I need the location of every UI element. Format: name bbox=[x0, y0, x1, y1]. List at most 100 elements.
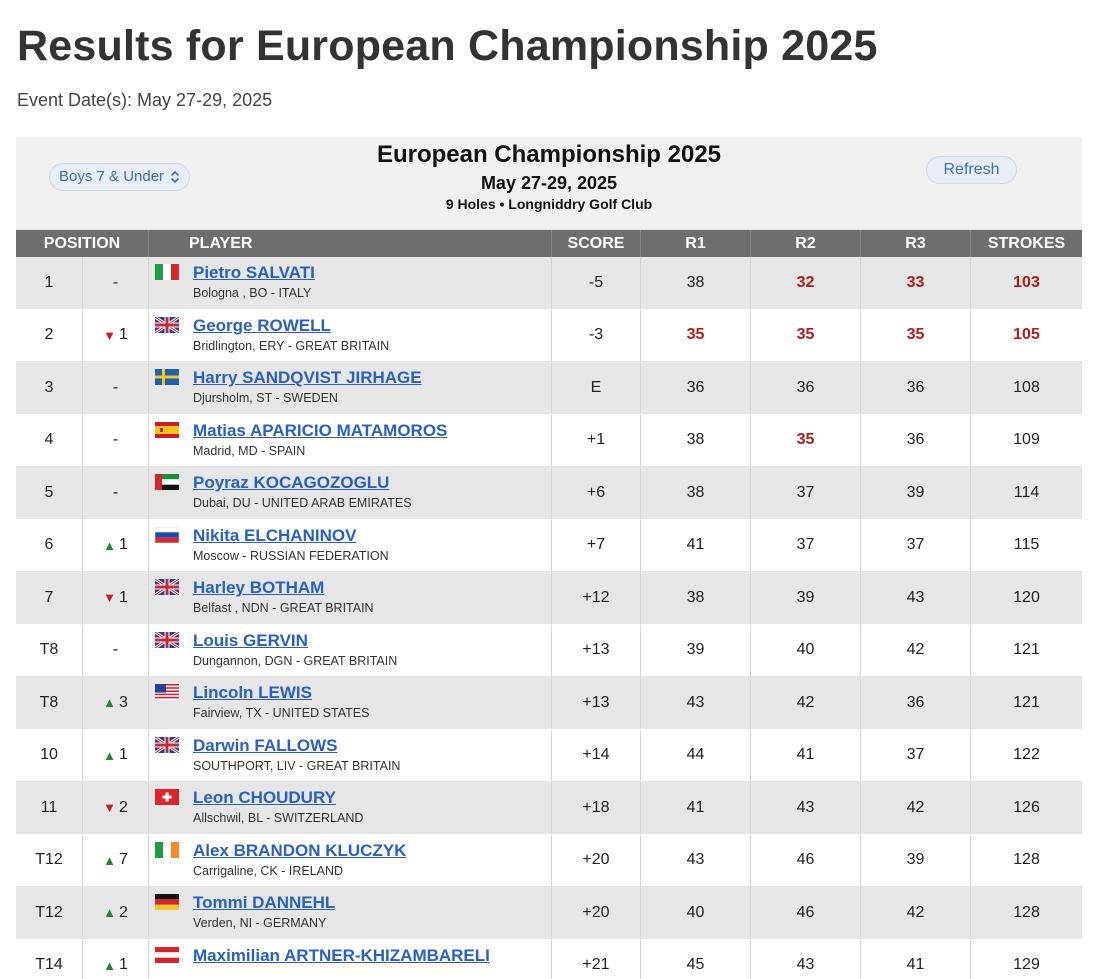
cell-position: 5 bbox=[16, 467, 83, 519]
player-location: Madrid, MD - SPAIN bbox=[193, 443, 306, 458]
cell-movement: ▼ 1 bbox=[83, 572, 149, 624]
move-up-icon: ▲ bbox=[103, 695, 116, 711]
cell-score: +1 bbox=[552, 414, 641, 466]
column-header-strokes: STROKES bbox=[987, 235, 1066, 252]
cell-r2: 35 bbox=[751, 414, 861, 466]
player-name-link[interactable]: Lincoln LEWIS bbox=[193, 683, 312, 702]
cell-strokes: 120 bbox=[1013, 588, 1040, 606]
russia-flag-icon bbox=[155, 526, 179, 543]
cell-r2: 43 bbox=[751, 939, 861, 979]
table-row: 2 ▼ 1 George ROWELL Bridlington, ERY - GREAT… bbox=[16, 309, 1082, 362]
player-name-link[interactable]: Harry SANDQVIST JIRHAGE bbox=[193, 368, 422, 387]
table-row: 3 - Harry SANDQVIST JIRHAGE Djursholm, ST -… bbox=[16, 362, 1082, 415]
cell-movement: ▲ 7 bbox=[83, 834, 149, 886]
column-header-r3: R3 bbox=[861, 230, 971, 257]
player-name-link[interactable]: Leon CHOUDURY bbox=[193, 788, 336, 807]
player-location: Verden, NI - GERMANY bbox=[193, 916, 327, 930]
position-change: - bbox=[112, 273, 119, 291]
united-states-flag-icon bbox=[155, 684, 179, 700]
position-change: - bbox=[112, 431, 119, 449]
cell-r1: 38 bbox=[641, 414, 751, 466]
player-name-link[interactable]: George ROWELL bbox=[193, 315, 331, 335]
player-name-link[interactable]: Poyraz KOCAGOZOGLU bbox=[193, 473, 390, 492]
cell-position: 2 bbox=[16, 309, 83, 361]
cell-score: +7 bbox=[552, 519, 641, 571]
cell-r2: 43 bbox=[751, 782, 861, 834]
germany-flag-icon bbox=[155, 894, 179, 910]
cell-strokes: 114 bbox=[1013, 483, 1040, 501]
position-change: 1 bbox=[118, 536, 128, 554]
player-name-link[interactable]: Darwin FALLOWS bbox=[193, 735, 338, 755]
sweden-flag-icon bbox=[155, 369, 179, 385]
cell-r1: 38 bbox=[641, 467, 751, 519]
player-location: SOUTHPORT, LIV - GREAT BRITAIN bbox=[193, 758, 401, 773]
cell-score: +20 bbox=[552, 834, 641, 886]
player-location: Carrigaline, CK - IRELAND bbox=[193, 863, 344, 878]
position-change: - bbox=[112, 641, 119, 659]
results-table-body: 1- Pietro SALVATI Bologna , BO - ITALY -5 38… bbox=[16, 257, 1082, 979]
cell-r3: 41 bbox=[861, 939, 971, 979]
cell-strokes: 108 bbox=[1013, 378, 1040, 396]
position-change: 2 bbox=[118, 798, 128, 816]
cell-position: 1 bbox=[16, 257, 83, 309]
cell-strokes: 122 bbox=[1013, 746, 1040, 764]
cell-r3: 36 bbox=[861, 362, 971, 414]
player-name-link[interactable]: Matias APARICIO MATAMOROS bbox=[193, 420, 448, 440]
cell-strokes: 121 bbox=[1013, 641, 1040, 659]
great-britain-flag-icon bbox=[155, 316, 179, 333]
player-name-link[interactable]: Pietro SALVATI bbox=[193, 263, 315, 282]
player-name-link[interactable]: Maximilian ARTNER-KHIZAMBARELI bbox=[193, 945, 490, 965]
cell-movement: - bbox=[83, 414, 149, 466]
division-select[interactable]: Boys 7 & Under bbox=[49, 163, 191, 191]
cell-strokes: 105 bbox=[1013, 326, 1040, 344]
cell-r3: 36 bbox=[861, 414, 971, 466]
great-britain-flag-icon bbox=[155, 736, 179, 753]
player-name-link[interactable]: Tommi DANNEHL bbox=[193, 893, 336, 912]
cell-r3: 37 bbox=[861, 519, 971, 571]
column-header-score: SCORE bbox=[552, 230, 641, 257]
cell-strokes: 129 bbox=[1013, 956, 1040, 974]
leaderboard-course: 9 Holes • Longniddry Golf Club bbox=[445, 196, 653, 212]
cell-position: 10 bbox=[16, 729, 83, 781]
cell-score: -3 bbox=[552, 309, 641, 361]
cell-r2: 40 bbox=[751, 624, 861, 676]
cell-score: +6 bbox=[552, 467, 641, 519]
player-name-link[interactable]: Alex BRANDON KLUCZYK bbox=[193, 840, 407, 860]
austria-flag-icon bbox=[155, 946, 179, 963]
player-location: Dubai, DU - UNITED ARAB EMIRATES bbox=[193, 496, 412, 510]
table-row: 1 - Pietro SALVATI Bologna , BO - ITALY -5 38… bbox=[16, 257, 1082, 310]
player-name-link[interactable]: Harley BOTHAM bbox=[193, 578, 325, 597]
player-location: Belfast , NDN - GREAT BRITAIN bbox=[193, 601, 374, 615]
player-name-link[interactable]: Louis GERVIN bbox=[193, 630, 308, 650]
cell-r3: 39 bbox=[861, 467, 971, 519]
table-row: T12 ▲ 2 Tommi DANNEHL Verden, NI - GERMANY +2… bbox=[16, 887, 1082, 940]
cell-r1: 45 bbox=[641, 939, 751, 979]
position-change: 1 bbox=[118, 588, 128, 606]
table-row: 5 - Poyraz KOCAGOZOGLU Dubai, DU - UNITED A… bbox=[16, 467, 1082, 520]
cell-r1: 38 bbox=[641, 257, 751, 309]
cell-score: -5 bbox=[552, 257, 641, 309]
cell-player: Nikita ELCHANINOV Moscow - RUSSIAN FEDERA… bbox=[149, 519, 552, 571]
cell-r2: 46 bbox=[751, 887, 861, 939]
player-name-link[interactable]: Nikita ELCHANINOV bbox=[193, 525, 357, 545]
player-location: Dungannon, DGN - GREAT BRITAIN bbox=[193, 653, 398, 668]
cell-movement: ▲ 1 bbox=[83, 939, 149, 979]
column-header-r2: R2 bbox=[751, 230, 861, 257]
refresh-button[interactable]: Refresh bbox=[926, 156, 1017, 184]
cell-position: T12 bbox=[16, 834, 83, 886]
player-location: Allschwil, BL - SWITZERLAND bbox=[193, 811, 364, 825]
cell-r3: 42 bbox=[861, 624, 971, 676]
cell-position: T14 bbox=[16, 939, 83, 979]
leaderboard: Boys 7 & Under European Championship 202… bbox=[16, 137, 1082, 979]
cell-strokes: 126 bbox=[1013, 798, 1040, 816]
position-change: 7 bbox=[118, 851, 128, 869]
table-row: T12 ▲ 7 Alex BRANDON KLUCZYK Carrigaline, CK… bbox=[16, 834, 1082, 887]
leaderboard-header: Boys 7 & Under European Championship 202… bbox=[16, 137, 1082, 230]
cell-player: Louis GERVIN Dungannon, DGN - GREAT BRITA… bbox=[149, 624, 552, 676]
cell-r3: 36 bbox=[861, 677, 971, 729]
table-row: 10 ▲ 1 Darwin FALLOWS SOUTHPORT, LIV - GREAT… bbox=[16, 729, 1082, 782]
italy-flag-icon bbox=[155, 264, 179, 280]
cell-position: 7 bbox=[16, 572, 83, 624]
spain-flag-icon bbox=[155, 421, 179, 438]
cell-player: Lincoln LEWIS Fairview, TX - UNITED STATE… bbox=[149, 677, 552, 729]
